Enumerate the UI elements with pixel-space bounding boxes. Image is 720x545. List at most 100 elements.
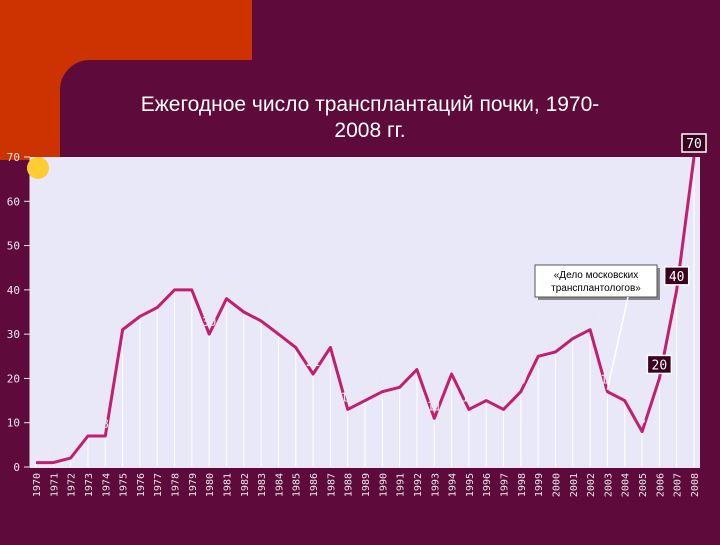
x-tick-label: 1989 <box>361 473 372 497</box>
data-label: 40 <box>185 271 199 285</box>
data-label: 31 <box>115 311 129 325</box>
data-label: 15 <box>358 382 372 396</box>
highlight-badge <box>681 133 707 153</box>
data-label: 30 <box>271 315 285 329</box>
data-label: 30 <box>202 315 216 329</box>
data-label: 8 <box>102 417 109 431</box>
y-tick-label: 60 <box>7 195 20 208</box>
data-label: 15 <box>618 382 632 396</box>
x-tick-label: 1978 <box>171 473 182 497</box>
data-label: 8 <box>638 413 645 427</box>
series-line <box>36 156 696 465</box>
highlight-badge <box>646 354 673 375</box>
data-label: 25 <box>531 337 545 351</box>
x-tick-label: 2002 <box>586 473 597 497</box>
x-tick-label: 2003 <box>603 473 614 497</box>
x-tick-label: 1982 <box>240 473 251 497</box>
annotation-box <box>534 264 658 298</box>
x-tick-label: 1994 <box>448 473 459 497</box>
x-tick-label: 1997 <box>500 473 511 497</box>
x-tick-label: 1987 <box>326 473 337 497</box>
x-tick-label: 1972 <box>67 473 78 497</box>
x-tick-label: 1999 <box>534 473 545 497</box>
x-tick-label: 1988 <box>344 473 355 497</box>
x-tick-label: 1977 <box>153 473 164 497</box>
chart-title-line-2: 2008 гг. <box>334 119 406 142</box>
x-tick-label: 1985 <box>292 473 303 497</box>
data-label: 26 <box>548 333 562 347</box>
data-label: 18 <box>392 368 406 382</box>
x-tick-label: 1992 <box>413 473 424 497</box>
x-tick-label: 1991 <box>396 473 407 497</box>
x-tick-label: 1995 <box>465 473 476 497</box>
data-label: 33 <box>254 302 268 316</box>
data-label: 7 <box>84 417 91 431</box>
x-tick-label: 1975 <box>119 473 130 497</box>
header-panel <box>60 60 720 160</box>
data-label: 21 <box>306 355 320 369</box>
x-tick-label: 2004 <box>621 473 632 497</box>
y-tick-label: 40 <box>7 284 20 297</box>
y-tick-label: 0 <box>13 461 20 474</box>
x-tick-label: 2001 <box>569 473 580 497</box>
x-tick-label: 1981 <box>222 473 233 497</box>
data-label: 17 <box>514 373 528 387</box>
x-tick-label: 1983 <box>257 473 268 497</box>
x-tick-label: 2007 <box>673 473 684 497</box>
data-label: 22 <box>410 351 424 365</box>
x-tick-label: 1973 <box>84 473 95 497</box>
y-tick-label: 10 <box>7 417 20 430</box>
x-tick-label: 2008 <box>690 473 701 497</box>
x-tick-label: 2006 <box>655 473 666 497</box>
x-tick-label: 1976 <box>136 473 147 497</box>
data-label: 13 <box>496 390 510 404</box>
accent-dot <box>27 157 49 179</box>
data-label: 40 <box>167 271 181 285</box>
data-label: 21 <box>444 355 458 369</box>
annotation-text-line-2: трансплантологов» <box>551 283 641 294</box>
data-label: 27 <box>289 328 303 342</box>
x-tick-label: 1993 <box>430 473 441 497</box>
highlight-badge <box>663 266 690 286</box>
data-label: 35 <box>237 293 251 307</box>
data-label: 36 <box>150 289 164 303</box>
y-tick-label: 70 <box>7 151 20 164</box>
x-tick-label: 2005 <box>638 473 649 497</box>
x-tick-label: 1984 <box>274 473 285 497</box>
x-tick-label: 2000 <box>551 473 562 497</box>
data-label: 34 <box>133 297 147 311</box>
data-label: 17 <box>375 373 389 387</box>
y-axis: 0 10 20 30 40 50 60 70 <box>7 151 31 474</box>
x-tick-label: 1986 <box>309 473 320 497</box>
y-tick-label: 20 <box>7 372 20 385</box>
data-label: 40 <box>669 270 685 285</box>
data-label: 15 <box>479 382 493 396</box>
data-label: 13 <box>340 390 354 404</box>
x-tick-label: 1970 <box>32 473 43 497</box>
data-label: 13 <box>462 390 476 404</box>
annotation: «Дело московских трансплантологов» <box>534 264 660 390</box>
chart-title-line-1: Ежегодное число трансплантаций почки, 19… <box>140 93 600 116</box>
data-label: 20 <box>652 358 668 373</box>
annotation-text-line-1: «Дело московских <box>554 270 639 281</box>
data-label: 11 <box>427 399 441 413</box>
chart-title: Ежегодное число трансплантаций почки, 19… <box>80 92 660 144</box>
x-tick-label: 1996 <box>482 473 493 497</box>
data-label: 2 <box>67 439 74 453</box>
x-tick-label: 1990 <box>378 473 389 497</box>
data-label: 17 <box>600 373 614 387</box>
x-tick-label: 1979 <box>188 473 199 497</box>
data-label: 1 <box>32 444 39 458</box>
y-tick-label: 30 <box>7 328 20 341</box>
x-tick-label: 1974 <box>101 473 112 497</box>
annotation-pointer <box>606 296 629 390</box>
x-tick-label: 1971 <box>49 473 60 497</box>
drop-lines <box>35 157 695 467</box>
data-label: 27 <box>323 328 337 342</box>
x-tick-label: 1980 <box>205 473 216 497</box>
data-label: 29 <box>566 320 580 334</box>
data-label: 1 <box>50 444 57 458</box>
